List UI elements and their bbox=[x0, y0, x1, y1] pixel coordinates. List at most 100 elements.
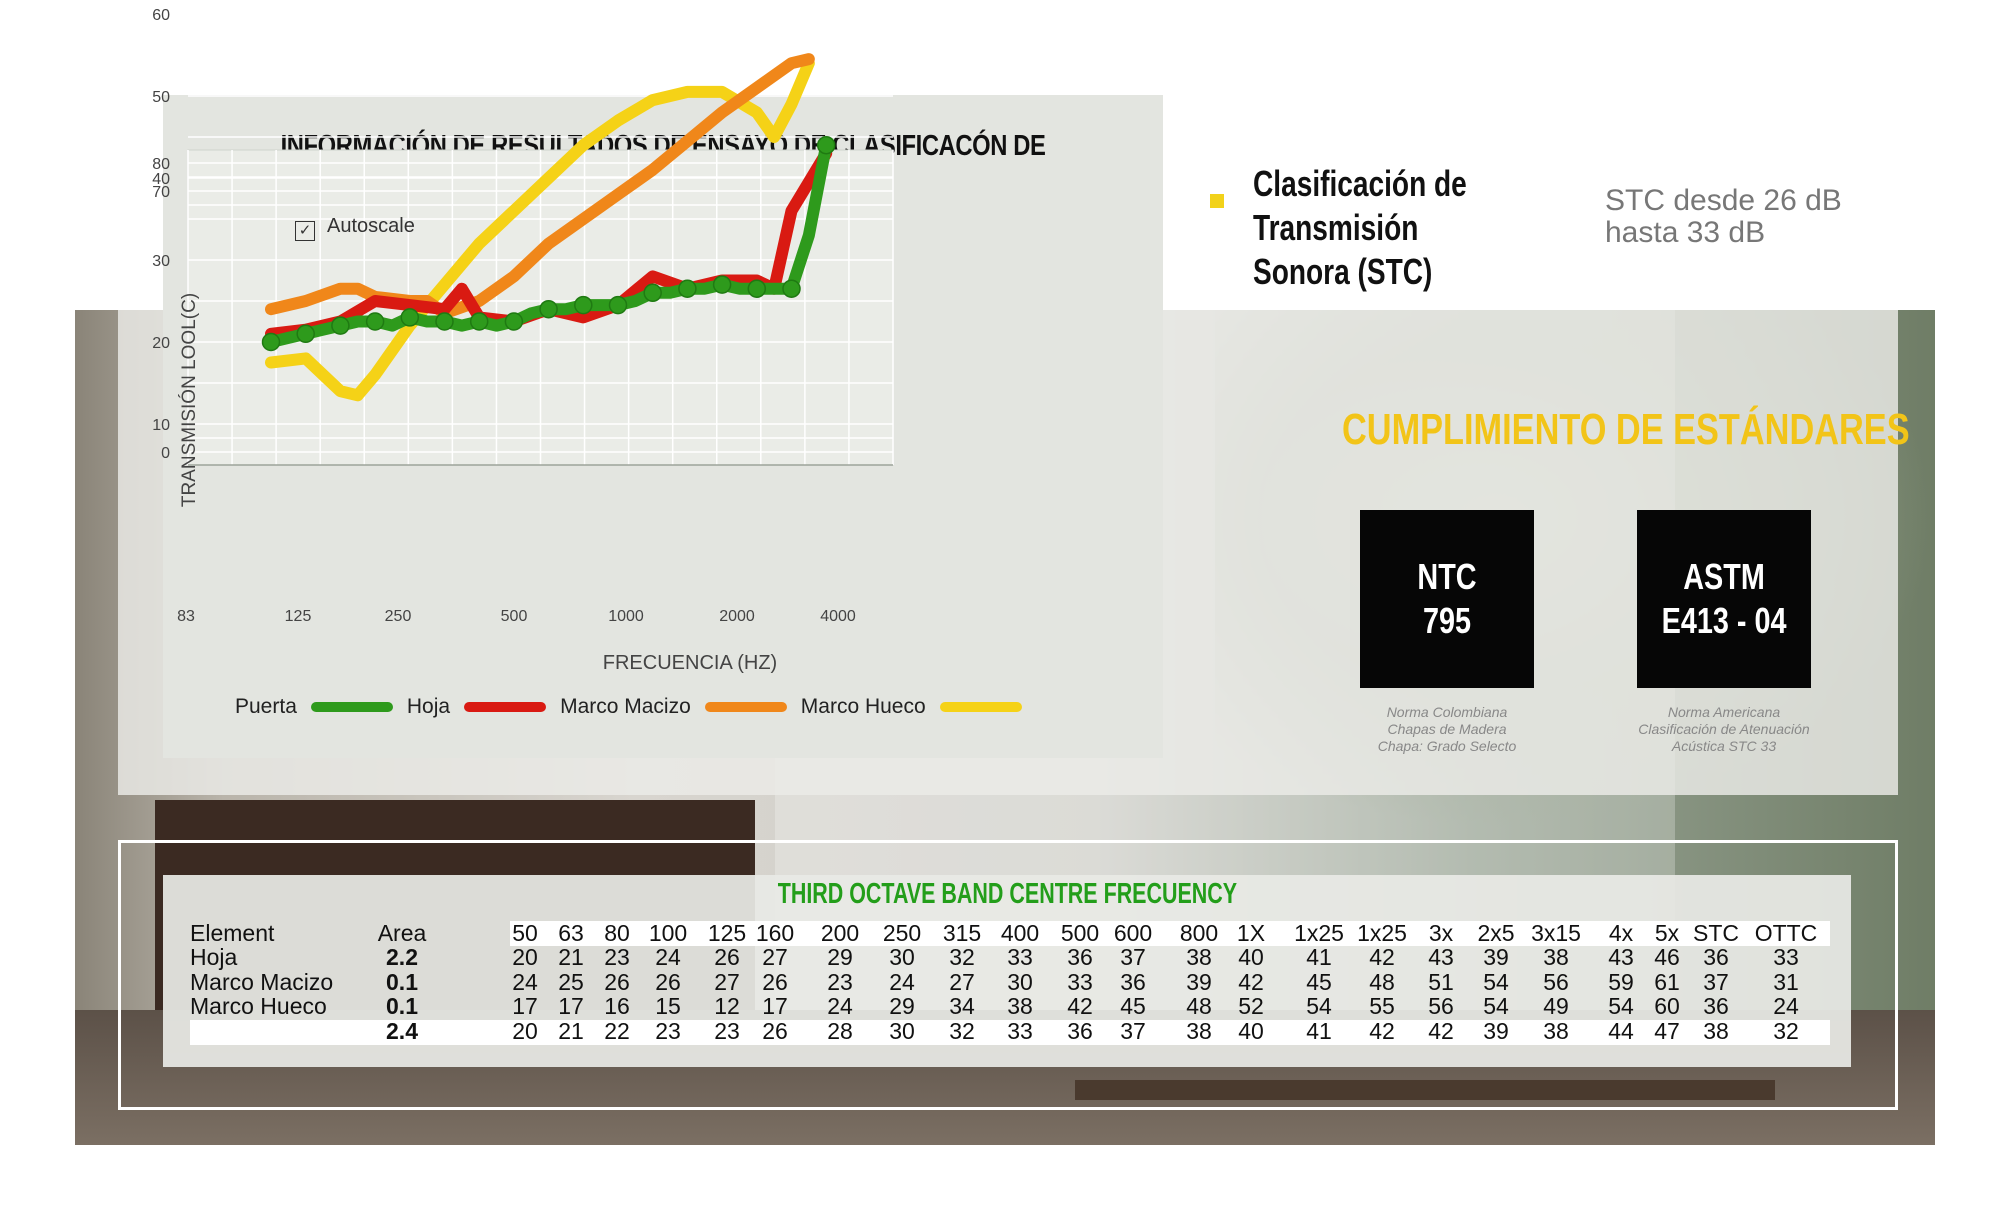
table-title-text: THIRD OCTAVE BAND CENTRE FRECUENCY bbox=[777, 878, 1237, 910]
table-cell: 23 bbox=[714, 1018, 740, 1044]
table-cell: 38 bbox=[1007, 993, 1033, 1019]
ntc-badge-label: NTC 795 bbox=[1417, 556, 1477, 641]
astm-caption: Norma Americana Clasificación de Atenuac… bbox=[1638, 704, 1810, 754]
table-header-cell: 160 bbox=[755, 920, 795, 946]
table-cell: 24 bbox=[655, 944, 681, 970]
legend-label: Marco Hueco bbox=[800, 695, 926, 718]
table-cell: 32 bbox=[949, 1018, 975, 1044]
table-cell: 36 bbox=[1703, 993, 1729, 1019]
series-point bbox=[782, 279, 801, 298]
table-row-label: Marco Macizo bbox=[190, 969, 334, 995]
x-tick-label: 83 bbox=[177, 608, 195, 625]
table-header-cell: 800 bbox=[1179, 920, 1219, 946]
y-tick-label: 70 bbox=[152, 184, 170, 201]
table-cell: 26 bbox=[762, 969, 788, 995]
series-line-marco-macizo bbox=[265, 53, 815, 320]
table-cell: 45 bbox=[1120, 993, 1146, 1019]
background-table bbox=[1075, 1080, 1775, 1100]
series-point bbox=[643, 283, 662, 303]
series-point bbox=[400, 308, 420, 327]
x-tick-label: 500 bbox=[501, 608, 528, 625]
table-area-cell: 2.4 bbox=[386, 1018, 418, 1044]
table-cell: 38 bbox=[1186, 944, 1212, 970]
legend-label: Hoja bbox=[406, 695, 451, 718]
table-cell: 44 bbox=[1608, 1018, 1634, 1044]
table-cell: 45 bbox=[1306, 969, 1332, 995]
table-cell: 42 bbox=[1428, 1018, 1454, 1044]
table-cell: 26 bbox=[762, 1018, 788, 1044]
table-header-cell: Area bbox=[377, 920, 427, 946]
table-cell: 42 bbox=[1067, 993, 1093, 1019]
table-cell: 37 bbox=[1120, 1018, 1146, 1044]
stc-heading: Clasificación de Transmisión Sonora (STC… bbox=[1253, 163, 1467, 292]
table-cell: 36 bbox=[1067, 1018, 1093, 1044]
table-cell: 38 bbox=[1703, 1018, 1729, 1044]
table-frame bbox=[118, 840, 1898, 1110]
table-cell: 27 bbox=[949, 969, 975, 995]
table-cell: 21 bbox=[558, 1018, 584, 1044]
series-point bbox=[469, 312, 489, 331]
table-cell: 38 bbox=[1543, 944, 1569, 970]
chart-legend: Puerta Hoja Marco Macizo Marco Hueco bbox=[235, 695, 1036, 719]
table-header-cell: OTTC bbox=[1754, 920, 1818, 946]
table-cell: 61 bbox=[1654, 969, 1680, 995]
table-header-cell: 500 bbox=[1060, 920, 1100, 946]
table-cell: 37 bbox=[1703, 969, 1729, 995]
table-cell: 17 bbox=[512, 993, 538, 1019]
table-cell: 29 bbox=[827, 944, 853, 970]
legend-item: Puerta bbox=[235, 695, 393, 719]
table-cell: 16 bbox=[604, 993, 630, 1019]
y-tick-labels: 0 10 20 30 40 50 60 70 80 bbox=[152, 7, 170, 462]
autoscale-checkbox[interactable]: ✓ bbox=[295, 221, 315, 241]
table-cell: 32 bbox=[949, 944, 975, 970]
table-header-band bbox=[510, 921, 1830, 946]
astm-badge-label: ASTM E413 - 04 bbox=[1661, 556, 1787, 641]
ntc-badge: NTC 795 bbox=[1360, 510, 1534, 688]
table-cell: 51 bbox=[1428, 969, 1454, 995]
table-cell: 42 bbox=[1238, 969, 1264, 995]
table-header-cell: 1X bbox=[1236, 920, 1266, 946]
table-cell: 48 bbox=[1369, 969, 1395, 995]
legend-swatch bbox=[310, 702, 393, 712]
table-cell: 27 bbox=[714, 969, 740, 995]
autoscale-toggle[interactable]: ✓ Autoscale bbox=[295, 215, 415, 241]
series-point bbox=[365, 312, 385, 331]
legend-item: Hoja bbox=[406, 695, 547, 719]
y-tick-label: 80 bbox=[152, 156, 170, 173]
table-cell: 39 bbox=[1483, 1018, 1509, 1044]
table-header-cell: 3x bbox=[1428, 920, 1454, 946]
table-total-band bbox=[190, 1020, 1830, 1045]
chart-series bbox=[261, 53, 836, 402]
table-cell: 55 bbox=[1369, 993, 1395, 1019]
series-point bbox=[331, 316, 350, 335]
table-row-label: Marco Hueco bbox=[190, 993, 327, 1019]
table-cell: 52 bbox=[1238, 993, 1264, 1019]
y-axis-label: TRANSMISIÓN LOOL(C) bbox=[179, 292, 200, 508]
table-header-cell: 63 bbox=[558, 920, 584, 946]
table-cell: 24 bbox=[827, 993, 853, 1019]
table-header-cell: 1x25 bbox=[1357, 920, 1407, 946]
table-header-cell: 125 bbox=[707, 920, 747, 946]
table-cell: 59 bbox=[1608, 969, 1634, 995]
table-cell: 30 bbox=[1007, 969, 1033, 995]
table-row-label: Hoja bbox=[190, 944, 238, 970]
table-cell: 15 bbox=[655, 993, 681, 1019]
table-cell: 33 bbox=[1007, 1018, 1033, 1044]
table-cell: 43 bbox=[1428, 944, 1454, 970]
stc-range-text: STC desde 26 dB hasta 33 dB bbox=[1605, 184, 1842, 249]
table-cell: 36 bbox=[1067, 944, 1093, 970]
table-header-cell: 250 bbox=[882, 920, 922, 946]
line-chart: 0 10 20 30 40 50 60 70 80 83 125 250 500 1000 2000 400… bbox=[152, 7, 894, 625]
x-tick-label: 1000 bbox=[608, 608, 644, 625]
table-cell: 40 bbox=[1238, 944, 1264, 970]
table-cell: 22 bbox=[604, 1018, 630, 1044]
series-point bbox=[435, 312, 454, 331]
series-point bbox=[678, 279, 697, 298]
table-cell: 42 bbox=[1369, 944, 1395, 970]
table-cell: 56 bbox=[1428, 993, 1454, 1019]
standards-heading: CUMPLIMIENTO DE ESTÁNDARES bbox=[1342, 405, 1910, 454]
series-point bbox=[747, 279, 767, 298]
x-tick-label: 4000 bbox=[820, 608, 856, 625]
table-header-element: Element bbox=[190, 920, 275, 946]
table-cell: 38 bbox=[1543, 1018, 1569, 1044]
